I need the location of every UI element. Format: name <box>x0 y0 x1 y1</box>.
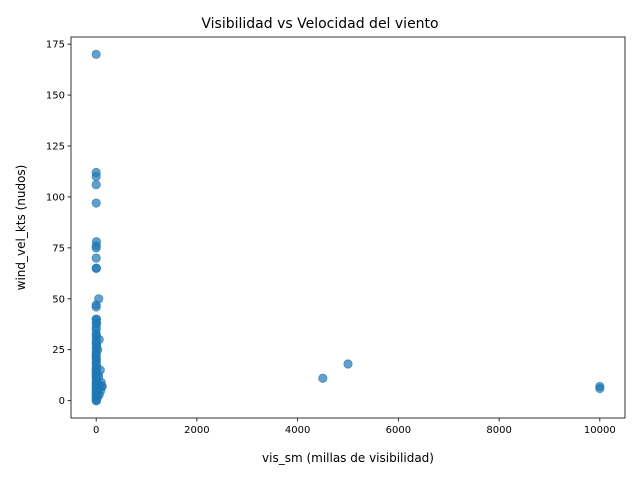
data-point <box>91 302 101 312</box>
x-tick-label: 10000 <box>584 425 616 436</box>
y-tick-label: 175 <box>46 40 65 51</box>
points-layer <box>91 49 605 406</box>
data-point <box>91 253 101 263</box>
data-point <box>91 198 101 208</box>
x-tick-label: 6000 <box>386 425 411 436</box>
y-tick-label: 125 <box>46 142 65 153</box>
y-tick-label: 75 <box>52 243 65 254</box>
data-point <box>91 171 101 182</box>
data-point <box>91 243 101 253</box>
data-point <box>91 49 101 59</box>
data-point <box>595 383 605 394</box>
y-tick-label: 50 <box>52 294 65 305</box>
x-tick-label: 4000 <box>285 425 310 436</box>
x-tick-label: 2000 <box>184 425 209 436</box>
data-point <box>91 263 102 273</box>
y-tick-label: 25 <box>52 345 65 356</box>
data-point <box>91 396 102 406</box>
x-tick-label: 0 <box>93 425 99 436</box>
chart-title: Visibilidad vs Velocidad del viento <box>201 16 438 32</box>
y-axis-label: wind_vel_kts (nudos) <box>14 165 28 291</box>
data-point <box>91 180 101 190</box>
x-axis-ticks: 0 2000 4000 6000 8000 10000 <box>93 418 616 436</box>
data-point <box>343 359 353 369</box>
x-axis-label: vis_sm (millas de visibilidad) <box>262 451 434 465</box>
y-axis-ticks: 0 25 50 75 100 125 150 175 <box>46 40 71 407</box>
x-tick-label: 8000 <box>486 425 511 436</box>
y-tick-label: 0 <box>59 396 65 407</box>
y-tick-label: 150 <box>46 91 65 102</box>
y-tick-label: 100 <box>46 192 65 203</box>
plot-frame <box>70 36 626 419</box>
data-point <box>318 373 328 383</box>
